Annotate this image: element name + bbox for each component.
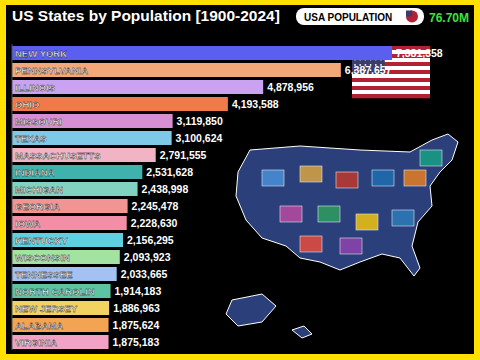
category-label: MASSACHUSETTS <box>15 150 101 161</box>
total-box <box>296 8 424 25</box>
map-state <box>420 150 442 166</box>
value-label: 1,875,183 <box>113 336 160 348</box>
map-state <box>318 206 340 222</box>
map-state <box>300 166 322 182</box>
title: US States by Population [1900-2024] <box>12 7 280 24</box>
value-label: 3,100,624 <box>176 132 223 144</box>
bar <box>12 216 127 230</box>
category-label: INDIANA <box>15 167 55 178</box>
category-label: WISCONSIN <box>15 252 70 263</box>
category-label: NEW JERSEY <box>15 303 78 314</box>
bar <box>12 114 173 128</box>
category-label: NORTH CAROLIN <box>15 286 95 297</box>
value-label: 1,914,183 <box>115 285 162 297</box>
category-label: TENNESSEE <box>15 269 73 280</box>
bar <box>12 80 263 94</box>
value-label: 2,438,998 <box>142 183 189 195</box>
category-label: PENNSYLVANIA <box>15 65 88 76</box>
flag-stripe <box>352 90 430 94</box>
value-label: 2,093,923 <box>124 251 171 263</box>
category-label: TEXAS <box>15 133 47 144</box>
bar <box>12 233 123 247</box>
us-map <box>226 134 458 338</box>
value-label: 2,156,295 <box>127 234 174 246</box>
map-hawaii <box>292 326 312 338</box>
map-state <box>280 206 302 222</box>
bar <box>12 301 109 315</box>
bar <box>12 182 138 196</box>
value-label: 2,033,665 <box>121 268 168 280</box>
value-label: 6,387,657 <box>345 64 392 76</box>
map-state <box>262 170 284 186</box>
bar <box>12 284 111 298</box>
category-label: OHIO <box>15 99 39 110</box>
map-alaska <box>226 294 276 326</box>
axis-line <box>12 44 13 350</box>
value-label: 7,381,358 <box>396 47 443 59</box>
value-label: 2,228,630 <box>131 217 178 229</box>
category-label: GEORGIA <box>15 201 60 212</box>
category-label: VIRGINIA <box>15 337 57 348</box>
map-state <box>356 214 378 230</box>
map-shape <box>236 134 458 276</box>
category-label: KENTUCKY <box>15 235 68 246</box>
background <box>6 5 474 354</box>
map-state <box>336 172 358 188</box>
value-label: 3,119,850 <box>177 115 223 127</box>
value-label: 4,193,588 <box>232 98 279 110</box>
bar <box>12 335 109 349</box>
bar <box>12 46 392 60</box>
total-label: USA POPULATION <box>304 12 392 23</box>
bar <box>12 63 341 77</box>
category-label: MISSOURI <box>15 116 62 127</box>
value-label: 1,886,963 <box>113 302 160 314</box>
labels: NEW YORK 7,381,358 PENNSYLVANIA 6,387,657 IL… <box>15 47 443 348</box>
category-label: NEW YORK <box>15 48 67 59</box>
category-label: IOWA <box>15 218 40 229</box>
category-label: MICHIGAN <box>15 184 63 195</box>
value-label: 2,791,555 <box>160 149 207 161</box>
bar <box>12 148 156 162</box>
value-label: 2,531,628 <box>146 166 193 178</box>
map-state <box>340 238 362 254</box>
bar <box>12 97 228 111</box>
flag-stripe <box>352 94 430 98</box>
flag-icon <box>406 11 418 23</box>
bar <box>12 318 109 332</box>
flag-stripe <box>352 78 430 82</box>
bar <box>12 131 172 145</box>
bar <box>12 267 117 281</box>
map-state <box>372 170 394 186</box>
bar <box>12 250 120 264</box>
flag-stripe <box>352 86 430 90</box>
value-label: 1,875,624 <box>113 319 160 331</box>
map-state <box>300 236 322 252</box>
value-label: 4,878,956 <box>267 81 314 93</box>
map-state <box>404 170 426 186</box>
chart: US States by Population [1900-2024] USA P… <box>0 0 480 360</box>
value-label: 2,245,478 <box>132 200 179 212</box>
frame <box>0 0 480 360</box>
flag-icon <box>406 11 412 17</box>
bar <box>12 165 142 179</box>
flag-stripe <box>352 82 430 86</box>
category-label: ALABAMA <box>15 320 63 331</box>
total-value: 76.70M <box>429 11 469 25</box>
category-label: ILLINOIS <box>15 82 55 93</box>
bar <box>12 199 128 213</box>
bars <box>12 46 392 349</box>
map-state <box>392 210 414 226</box>
